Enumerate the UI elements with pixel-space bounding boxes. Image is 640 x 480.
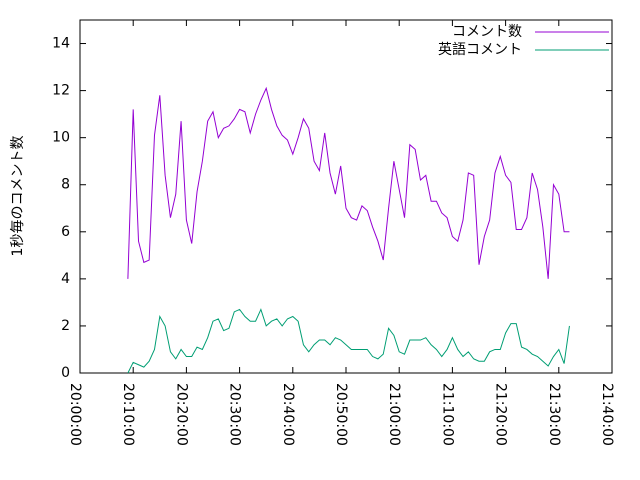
x-tick-label: 21:40:00 (599, 383, 615, 446)
y-tick-label: 12 (52, 83, 70, 99)
series-line (127, 308, 570, 374)
y-tick-label: 8 (61, 177, 70, 193)
x-tick-label: 20:10:00 (120, 383, 136, 446)
x-tick-label: 21:00:00 (386, 383, 402, 446)
x-tick-label: 20:20:00 (173, 383, 189, 446)
legend-label: コメント数 (452, 24, 522, 40)
legend-label: 英語コメント (438, 41, 522, 58)
y-tick-label: 10 (52, 130, 70, 146)
x-tick-label: 21:20:00 (493, 383, 509, 446)
y-tick-label: 14 (52, 36, 70, 52)
plot-frame (79, 19, 613, 374)
y-tick-label: 4 (61, 271, 70, 287)
y-tick-label: 0 (61, 365, 70, 381)
x-tick-label: 20:00:00 (67, 383, 83, 446)
x-tick-label: 21:30:00 (546, 383, 562, 446)
x-tick-label: 20:50:00 (333, 383, 349, 446)
y-axis-label: 1秒毎のコメント数 (10, 136, 26, 257)
x-tick-label: 20:30:00 (227, 383, 243, 446)
series-line (127, 86, 570, 279)
y-tick-label: 6 (61, 224, 70, 240)
x-tick-label: 20:40:00 (280, 383, 296, 446)
y-tick-label: 2 (61, 318, 70, 334)
x-tick-label: 21:10:00 (439, 383, 455, 446)
